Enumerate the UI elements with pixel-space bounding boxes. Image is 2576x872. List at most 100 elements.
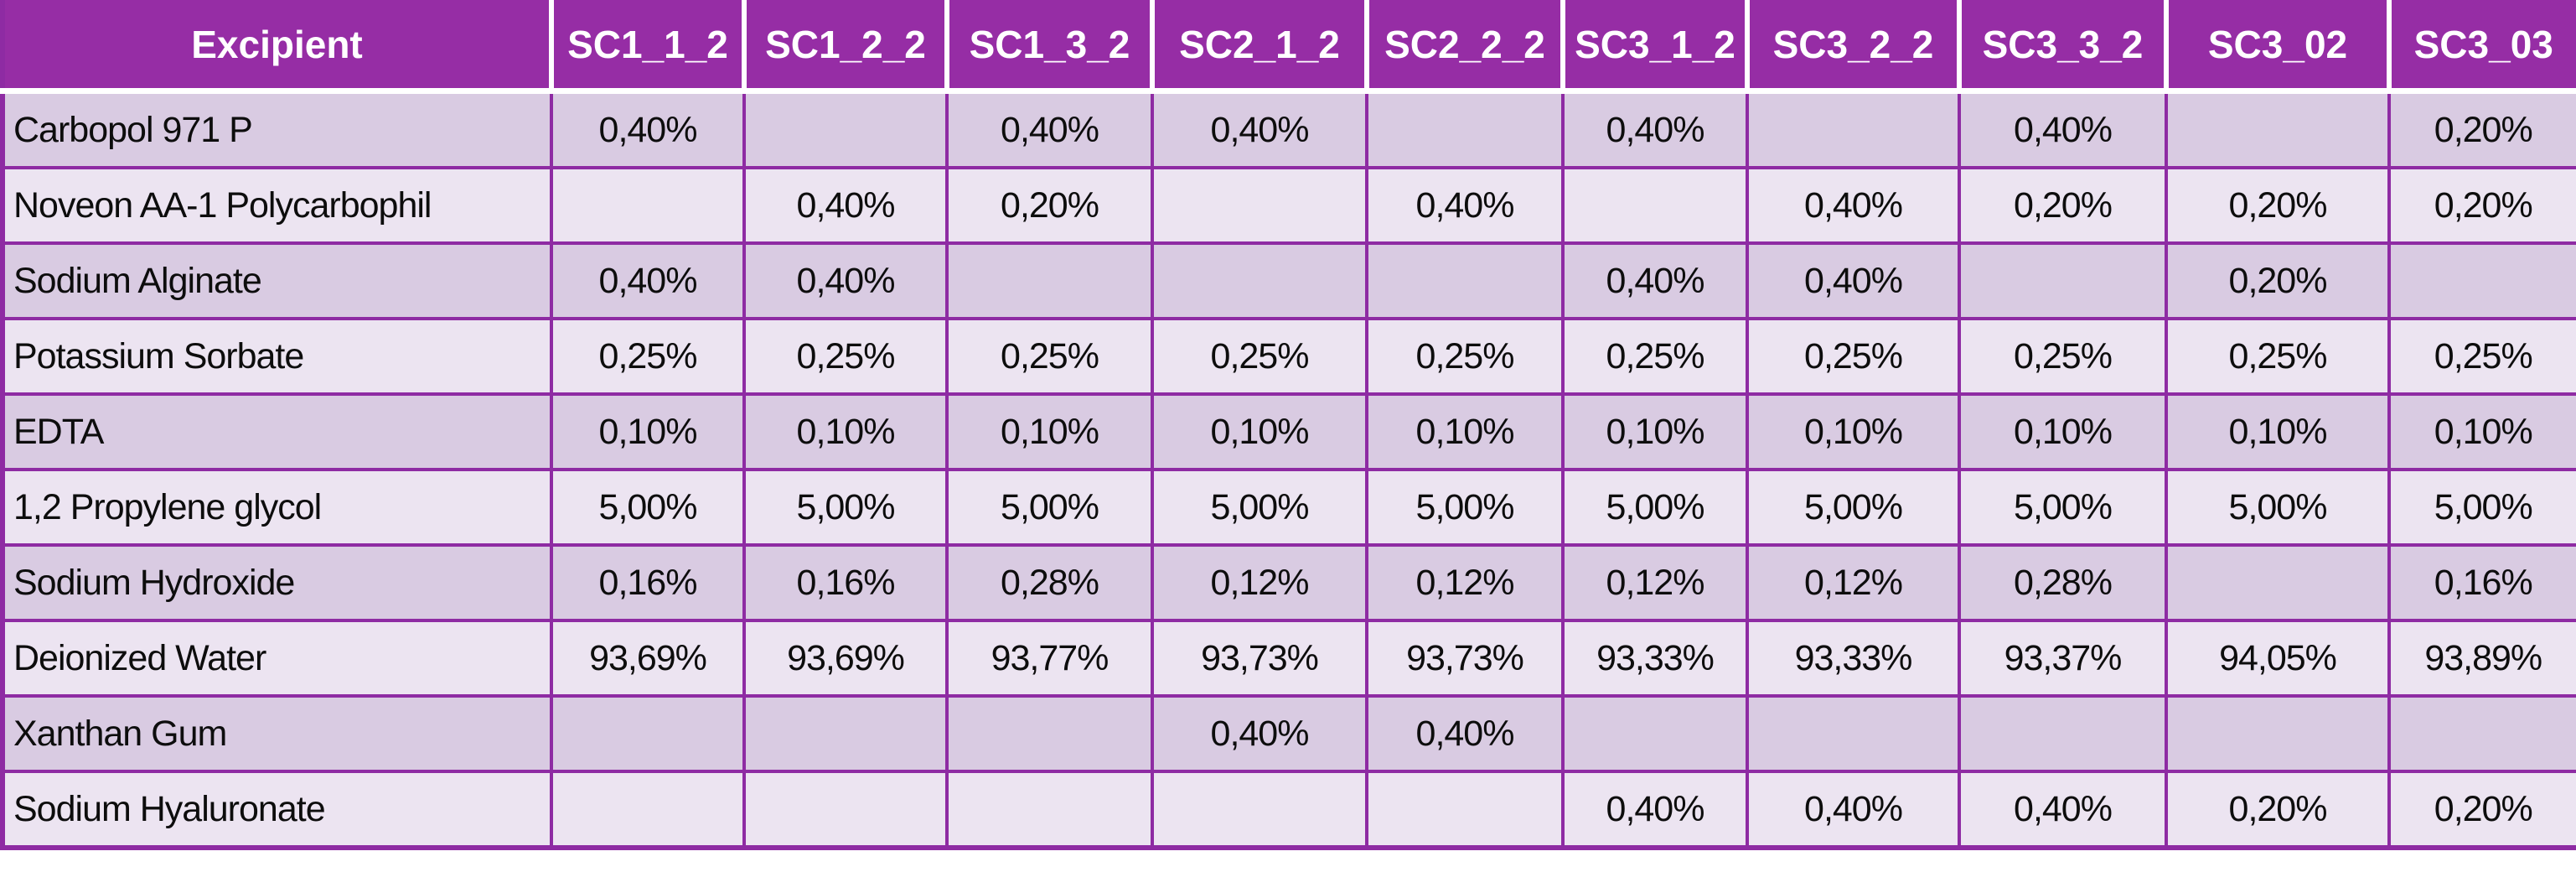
value-cell: 0,40% — [1561, 89, 1749, 169]
excipient-cell: Carbopol 971 P — [3, 89, 553, 169]
value-cell — [742, 770, 949, 849]
value-cell: 0,10% — [1365, 392, 1565, 471]
table-row: Deionized Water 93,69% 93,69% 93,77% 93,73% 9… — [3, 619, 2576, 698]
table-row: Sodium Hyaluronate 0,40% 0,40% 0,40% 0,20% 0,… — [3, 770, 2576, 849]
value-cell: 0,40% — [550, 241, 746, 320]
value-cell: 93,69% — [742, 619, 949, 698]
value-cell: 0,10% — [2165, 392, 2391, 471]
table-row: EDTA 0,10% 0,10% 0,10% 0,10% 0,10% 0,10% 0,10% 0… — [3, 392, 2576, 471]
value-cell: 5,00% — [1365, 468, 1565, 547]
value-cell: 5,00% — [742, 468, 949, 547]
value-cell: 0,20% — [945, 166, 1154, 245]
value-cell — [1561, 694, 1749, 773]
value-cell: 0,40% — [1958, 89, 2168, 169]
value-cell: 0,20% — [2165, 241, 2391, 320]
table-row: Potassium Sorbate 0,25% 0,25% 0,25% 0,25% 0,2… — [3, 317, 2576, 396]
value-cell — [550, 694, 746, 773]
value-cell: 93,33% — [1746, 619, 1961, 698]
column-header: SC2_1_2 — [1152, 0, 1369, 94]
value-cell: 0,40% — [550, 89, 746, 169]
value-cell: 0,16% — [550, 543, 746, 622]
value-cell — [1561, 166, 1749, 245]
value-cell: 0,10% — [742, 392, 949, 471]
value-cell: 0,25% — [1746, 317, 1961, 396]
value-cell: 93,73% — [1151, 619, 1368, 698]
column-header: SC1_2_2 — [744, 0, 949, 94]
value-cell: 0,28% — [1958, 543, 2168, 622]
value-cell — [550, 770, 746, 849]
value-cell: 0,25% — [1958, 317, 2168, 396]
table-row: 1,2 Propylene glycol 5,00% 5,00% 5,00% 5,00%… — [3, 468, 2576, 547]
value-cell: 0,10% — [2387, 392, 2576, 471]
column-header: SC3_03 — [2389, 0, 2576, 94]
value-cell: 5,00% — [1958, 468, 2168, 547]
value-cell: 0,25% — [1151, 317, 1368, 396]
value-cell — [550, 166, 746, 245]
value-cell: 0,40% — [1746, 166, 1961, 245]
value-cell: 0,40% — [1561, 770, 1749, 849]
value-cell: 0,10% — [1958, 392, 2168, 471]
table-body: Carbopol 971 P 0,40% 0,40% 0,40% 0,40% 0,40% 0… — [3, 89, 2576, 849]
value-cell: 93,33% — [1561, 619, 1749, 698]
excipient-cell: Deionized Water — [3, 619, 553, 698]
column-header: SC3_3_2 — [1959, 0, 2169, 94]
table-row: Noveon AA-1 Polycarbophil 0,40% 0,20% 0,40%… — [3, 166, 2576, 245]
value-cell — [1746, 89, 1961, 169]
value-cell — [2165, 694, 2391, 773]
value-cell: 0,25% — [2165, 317, 2391, 396]
value-cell: 5,00% — [550, 468, 746, 547]
value-cell: 0,25% — [1561, 317, 1749, 396]
table-row: Carbopol 971 P 0,40% 0,40% 0,40% 0,40% 0,40% 0… — [3, 89, 2576, 169]
value-cell: 0,40% — [1365, 694, 1565, 773]
value-cell — [2165, 89, 2391, 169]
value-cell: 0,40% — [1365, 166, 1565, 245]
excipient-cell: Sodium Hyaluronate — [3, 770, 553, 849]
value-cell: 5,00% — [2165, 468, 2391, 547]
value-cell: 5,00% — [1561, 468, 1749, 547]
header-row: Excipient SC1_1_2 SC1_2_2 SC1_3_2 SC2_1_2 SC… — [3, 0, 2576, 94]
value-cell: 0,20% — [2165, 770, 2391, 849]
value-cell: 94,05% — [2165, 619, 2391, 698]
excipient-cell: Sodium Hydroxide — [3, 543, 553, 622]
value-cell — [1958, 694, 2168, 773]
value-cell: 0,12% — [1365, 543, 1565, 622]
value-cell: 0,28% — [945, 543, 1154, 622]
value-cell: 5,00% — [945, 468, 1154, 547]
value-cell: 0,40% — [1958, 770, 2168, 849]
value-cell — [1151, 770, 1368, 849]
column-header: SC3_1_2 — [1563, 0, 1750, 94]
value-cell — [2387, 694, 2576, 773]
table-row: Sodium Hydroxide 0,16% 0,16% 0,28% 0,12% 0,12… — [3, 543, 2576, 622]
value-cell: 0,10% — [550, 392, 746, 471]
value-cell: 5,00% — [2387, 468, 2576, 547]
value-cell — [1151, 166, 1368, 245]
value-cell: 0,16% — [742, 543, 949, 622]
value-cell — [742, 89, 949, 169]
value-cell: 0,40% — [742, 166, 949, 245]
value-cell: 0,20% — [2165, 166, 2391, 245]
column-header: SC1_1_2 — [551, 0, 747, 94]
value-cell — [1958, 241, 2168, 320]
value-cell: 0,10% — [1151, 392, 1368, 471]
value-cell: 0,40% — [1561, 241, 1749, 320]
value-cell: 93,73% — [1365, 619, 1565, 698]
value-cell: 0,40% — [1151, 89, 1368, 169]
value-cell: 93,37% — [1958, 619, 2168, 698]
value-cell — [2387, 241, 2576, 320]
excipient-column-header: Excipient — [3, 0, 554, 94]
value-cell: 93,69% — [550, 619, 746, 698]
value-cell: 0,10% — [1561, 392, 1749, 471]
value-cell: 0,16% — [2387, 543, 2576, 622]
value-cell: 0,12% — [1151, 543, 1368, 622]
value-cell — [945, 694, 1154, 773]
value-cell: 0,40% — [742, 241, 949, 320]
value-cell: 0,25% — [2387, 317, 2576, 396]
value-cell — [1365, 89, 1565, 169]
value-cell: 0,25% — [1365, 317, 1565, 396]
column-header: SC3_02 — [2166, 0, 2392, 94]
value-cell — [945, 770, 1154, 849]
table-row: Sodium Alginate 0,40% 0,40% 0,40% 0,40% 0,20% — [3, 241, 2576, 320]
value-cell: 0,12% — [1746, 543, 1961, 622]
value-cell: 93,77% — [945, 619, 1154, 698]
column-header: SC3_2_2 — [1747, 0, 1962, 94]
